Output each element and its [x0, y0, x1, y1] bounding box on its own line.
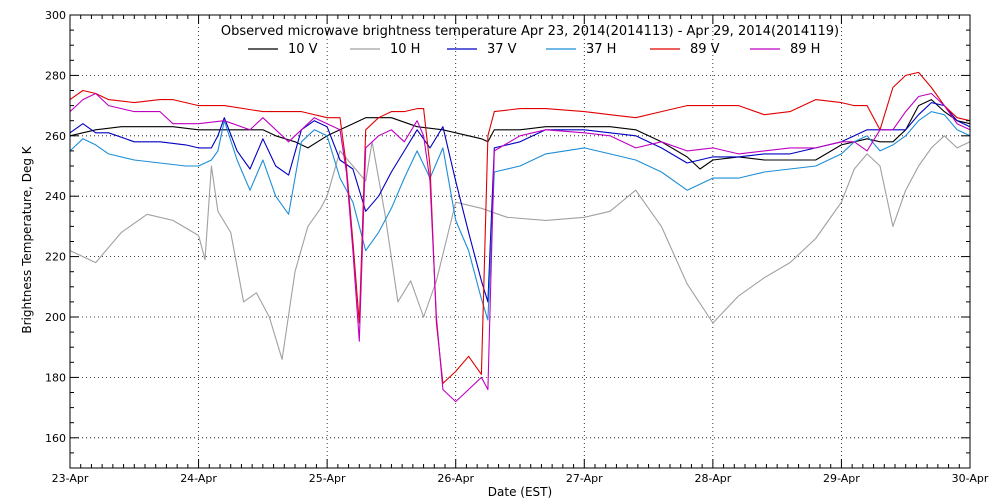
- x-tick-label: 30-Apr: [952, 472, 989, 485]
- y-tick-label: 280: [45, 69, 66, 82]
- legend-label: 10 H: [390, 42, 420, 57]
- x-tick-label: 26-Apr: [437, 472, 474, 485]
- chart-title: Observed microwave brightness temperatur…: [221, 24, 839, 39]
- x-tick-label: 27-Apr: [566, 472, 603, 485]
- legend-label: 10 V: [288, 42, 318, 57]
- y-tick-label: 160: [45, 432, 66, 445]
- plot-frame: [69, 14, 971, 469]
- legend-label: 37 V: [487, 42, 517, 57]
- y-tick-label: 300: [45, 9, 66, 22]
- series-line-10-h: [69, 135, 971, 360]
- y-tick-label: 260: [45, 130, 66, 143]
- grid: [70, 15, 970, 468]
- series-line-89-h: [69, 92, 971, 403]
- y-tick-label: 180: [45, 371, 66, 384]
- legend-label: 89 H: [790, 42, 820, 57]
- axes: 23-Apr 24-Apr 25-Apr 26-Apr 27-Apr 28-Apr 29-A…: [45, 9, 989, 485]
- series-line-37-v: [69, 102, 971, 303]
- series-line-10-v: [69, 99, 971, 170]
- y-tick-label: 220: [45, 251, 66, 264]
- legend: 10 V 10 H 37 V 37 H 89 V 89 H: [248, 42, 820, 57]
- series-line-37-h: [69, 111, 971, 321]
- y-tick-label: 200: [45, 311, 66, 324]
- x-tick-label: 28-Apr: [694, 472, 731, 485]
- x-tick-label: 23-Apr: [52, 472, 89, 485]
- legend-label: 37 H: [586, 42, 616, 57]
- x-axis-title: Date (EST): [488, 485, 552, 499]
- x-tick-label: 29-Apr: [823, 472, 860, 485]
- legend-label: 89 V: [690, 42, 720, 57]
- series-lines: [69, 71, 971, 403]
- x-tick-label: 25-Apr: [309, 472, 346, 485]
- y-axis-title: Brightness Temperature, Deg K: [20, 145, 34, 333]
- series-line-89-v: [69, 71, 971, 384]
- y-tick-label: 240: [45, 190, 66, 203]
- x-tick-label: 24-Apr: [180, 472, 217, 485]
